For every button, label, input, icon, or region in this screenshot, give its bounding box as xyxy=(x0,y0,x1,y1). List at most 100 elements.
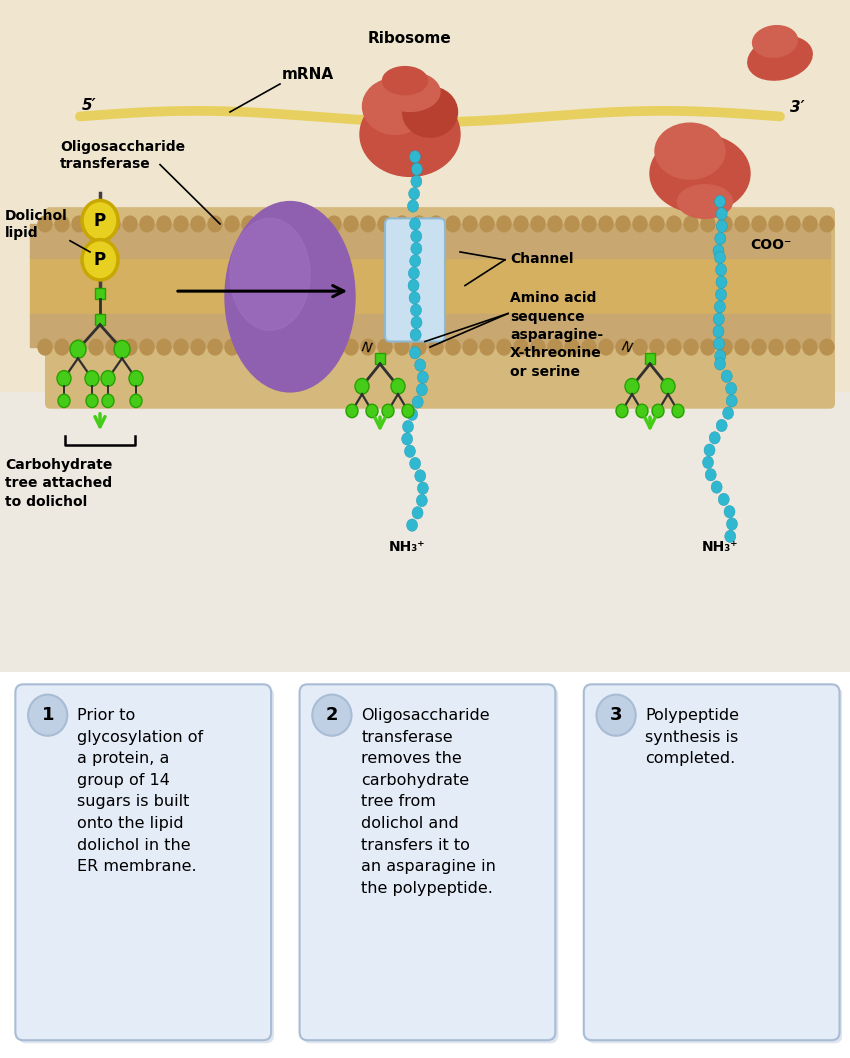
Circle shape xyxy=(411,230,422,242)
Circle shape xyxy=(616,216,630,232)
Circle shape xyxy=(225,216,239,232)
Circle shape xyxy=(327,216,341,232)
Ellipse shape xyxy=(748,36,813,80)
Circle shape xyxy=(786,340,800,354)
FancyBboxPatch shape xyxy=(586,688,842,1043)
Circle shape xyxy=(410,347,421,359)
Circle shape xyxy=(446,216,460,232)
Ellipse shape xyxy=(655,123,725,179)
Circle shape xyxy=(406,519,417,531)
Circle shape xyxy=(312,695,352,735)
Circle shape xyxy=(446,340,460,354)
Circle shape xyxy=(497,340,511,354)
Circle shape xyxy=(531,216,545,232)
Circle shape xyxy=(130,395,142,407)
Circle shape xyxy=(208,216,222,232)
Circle shape xyxy=(713,313,724,325)
Circle shape xyxy=(531,340,545,354)
Circle shape xyxy=(411,176,422,187)
Circle shape xyxy=(225,340,239,354)
FancyBboxPatch shape xyxy=(303,688,558,1043)
Text: N: N xyxy=(620,340,633,355)
Text: Oligosaccharide
transferase
removes the
carbohydrate
tree from
dolichol and
tran: Oligosaccharide transferase removes the … xyxy=(361,708,496,896)
Text: Channel: Channel xyxy=(510,252,574,267)
Circle shape xyxy=(415,359,426,371)
Circle shape xyxy=(411,163,422,176)
Circle shape xyxy=(616,340,630,354)
Circle shape xyxy=(174,340,188,354)
Circle shape xyxy=(276,340,290,354)
Circle shape xyxy=(565,216,579,232)
FancyBboxPatch shape xyxy=(375,352,385,364)
Circle shape xyxy=(242,340,256,354)
Circle shape xyxy=(191,340,205,354)
Circle shape xyxy=(344,340,358,354)
Circle shape xyxy=(72,340,86,354)
Circle shape xyxy=(714,300,725,313)
Ellipse shape xyxy=(650,134,750,213)
Circle shape xyxy=(703,456,713,469)
Circle shape xyxy=(684,216,698,232)
Circle shape xyxy=(89,340,103,354)
Circle shape xyxy=(416,494,428,507)
Circle shape xyxy=(616,404,628,418)
Bar xyxy=(30,313,830,347)
Circle shape xyxy=(412,216,426,232)
Ellipse shape xyxy=(360,92,460,177)
Circle shape xyxy=(410,150,421,163)
Circle shape xyxy=(820,216,834,232)
Text: mRNA: mRNA xyxy=(282,67,334,81)
Circle shape xyxy=(497,216,511,232)
Circle shape xyxy=(106,216,120,232)
Circle shape xyxy=(157,340,171,354)
Circle shape xyxy=(106,340,120,354)
Circle shape xyxy=(408,279,419,292)
Circle shape xyxy=(735,340,749,354)
Circle shape xyxy=(820,340,834,354)
Circle shape xyxy=(410,255,421,267)
Circle shape xyxy=(709,432,720,444)
Circle shape xyxy=(463,340,477,354)
Circle shape xyxy=(717,419,728,432)
Circle shape xyxy=(463,216,477,232)
Circle shape xyxy=(406,408,417,420)
FancyBboxPatch shape xyxy=(385,218,445,342)
Circle shape xyxy=(667,340,681,354)
Circle shape xyxy=(718,340,732,354)
Circle shape xyxy=(717,220,728,233)
Circle shape xyxy=(391,379,405,395)
Circle shape xyxy=(89,216,103,232)
Circle shape xyxy=(713,244,724,257)
Ellipse shape xyxy=(380,72,440,111)
Circle shape xyxy=(310,340,324,354)
Circle shape xyxy=(378,216,392,232)
Circle shape xyxy=(361,340,375,354)
Bar xyxy=(0,391,850,672)
Circle shape xyxy=(411,242,422,255)
Circle shape xyxy=(55,340,69,354)
Circle shape xyxy=(174,216,188,232)
Circle shape xyxy=(293,340,307,354)
Ellipse shape xyxy=(382,67,428,94)
Circle shape xyxy=(706,469,717,481)
Circle shape xyxy=(701,340,715,354)
Circle shape xyxy=(548,340,562,354)
Circle shape xyxy=(636,404,648,418)
Circle shape xyxy=(102,395,114,407)
Circle shape xyxy=(276,216,290,232)
Text: NH₃⁺: NH₃⁺ xyxy=(388,540,425,554)
Circle shape xyxy=(548,216,562,232)
Text: Dolichol
lipid: Dolichol lipid xyxy=(5,209,68,240)
Circle shape xyxy=(157,216,171,232)
Circle shape xyxy=(429,340,443,354)
Ellipse shape xyxy=(403,87,457,138)
Circle shape xyxy=(140,216,154,232)
Circle shape xyxy=(346,404,358,418)
Circle shape xyxy=(259,216,273,232)
Circle shape xyxy=(403,420,414,433)
Bar xyxy=(30,255,830,313)
Circle shape xyxy=(416,383,428,396)
Circle shape xyxy=(715,350,726,362)
Circle shape xyxy=(411,304,422,316)
Circle shape xyxy=(735,216,749,232)
